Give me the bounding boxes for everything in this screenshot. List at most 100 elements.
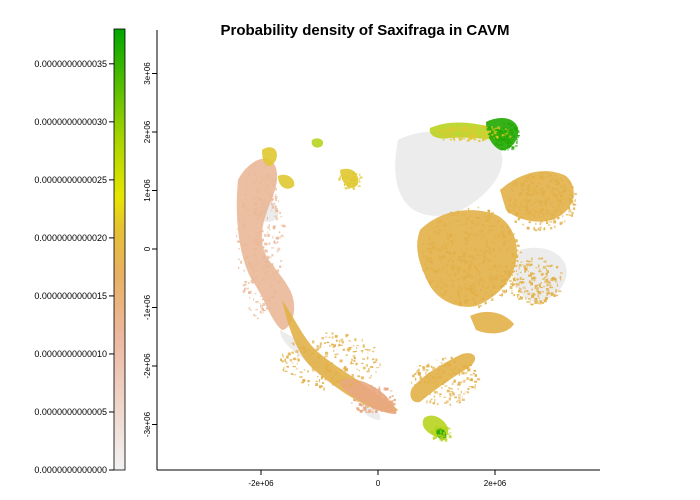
raster-cell xyxy=(354,173,358,175)
raster-cell xyxy=(237,240,240,243)
raster-cell xyxy=(463,138,466,140)
raster-cell xyxy=(502,280,506,283)
raster-cell xyxy=(351,383,353,386)
raster-cell xyxy=(358,180,361,182)
raster-cell xyxy=(469,364,473,366)
raster-cell xyxy=(539,229,542,231)
raster-cell xyxy=(313,366,316,368)
raster-cell xyxy=(246,287,248,290)
raster-cell xyxy=(434,429,437,432)
raster-cell xyxy=(540,175,544,179)
raster-cell xyxy=(262,246,264,249)
raster-cell xyxy=(533,228,537,231)
raster-cell xyxy=(471,255,474,259)
raster-cell xyxy=(541,208,544,211)
raster-cell xyxy=(571,211,574,215)
raster-cell xyxy=(331,336,334,339)
raster-cell xyxy=(538,216,541,218)
raster-cell xyxy=(361,389,363,392)
raster-cell xyxy=(472,298,476,301)
raster-cell xyxy=(262,312,265,314)
raster-cell xyxy=(488,229,491,232)
raster-cell xyxy=(261,307,264,310)
raster-cell xyxy=(546,221,549,224)
raster-cell xyxy=(526,301,530,303)
raster-cell xyxy=(352,181,356,184)
raster-cell xyxy=(267,185,269,188)
raster-cell xyxy=(560,221,563,225)
raster-cell xyxy=(265,162,267,165)
raster-cell xyxy=(531,276,535,280)
raster-cell xyxy=(508,279,512,282)
raster-cell xyxy=(474,248,477,251)
raster-cell xyxy=(268,190,270,194)
raster-cell xyxy=(367,352,369,354)
raster-cell xyxy=(480,232,482,235)
raster-cell xyxy=(461,269,464,271)
raster-cell xyxy=(551,191,553,194)
raster-cell xyxy=(430,398,433,400)
raster-cell xyxy=(571,214,573,217)
raster-cell xyxy=(287,352,291,356)
raster-cell xyxy=(441,130,445,133)
raster-cell xyxy=(564,197,568,200)
raster-cell xyxy=(491,134,494,136)
raster-cell xyxy=(507,122,511,125)
y-tick-label: 1e+06 xyxy=(143,179,152,202)
raster-cell xyxy=(325,367,328,371)
raster-cell xyxy=(266,173,270,177)
raster-cell xyxy=(574,199,576,202)
legend: 0.00000000000000.00000000000050.00000000… xyxy=(34,28,126,475)
raster-cell xyxy=(482,284,485,288)
raster-cell xyxy=(469,288,473,291)
raster-cell xyxy=(282,368,284,372)
raster-cell xyxy=(362,398,365,402)
raster-cell xyxy=(558,200,561,203)
raster-cell xyxy=(238,266,240,269)
raster-cell xyxy=(438,377,440,380)
raster-cell xyxy=(475,278,477,282)
raster-cell xyxy=(316,345,319,348)
raster-cell xyxy=(474,380,478,383)
raster-cell xyxy=(255,309,258,311)
raster-cell xyxy=(524,270,526,273)
raster-cell xyxy=(457,278,460,281)
raster-cell xyxy=(464,300,468,304)
raster-cell xyxy=(493,234,496,236)
raster-cell xyxy=(340,344,343,346)
raster-cell xyxy=(418,372,421,375)
raster-cell xyxy=(458,370,460,374)
raster-cell xyxy=(453,272,456,276)
raster-cell xyxy=(456,268,460,272)
raster-cell xyxy=(514,220,517,223)
raster-cell xyxy=(259,213,262,217)
raster-cell xyxy=(550,286,554,289)
raster-cell xyxy=(438,255,442,259)
raster-cell xyxy=(538,188,541,191)
raster-cell xyxy=(480,298,482,300)
raster-cell xyxy=(380,399,383,402)
raster-cell xyxy=(520,291,523,294)
raster-cell xyxy=(257,243,259,246)
raster-cell xyxy=(343,379,345,382)
raster-cell xyxy=(276,250,279,253)
raster-cell xyxy=(485,291,487,294)
raster-cell xyxy=(244,287,246,291)
raster-cell xyxy=(457,399,459,402)
raster-cell xyxy=(507,271,511,273)
raster-cell xyxy=(513,208,515,210)
raster-cell xyxy=(439,393,442,395)
raster-cell xyxy=(441,256,444,260)
y-tick-label: -3e+06 xyxy=(143,411,152,437)
raster-cell xyxy=(240,260,242,264)
raster-cell xyxy=(516,182,518,184)
raster-cell xyxy=(422,256,425,259)
raster-cell xyxy=(429,281,432,285)
raster-cell xyxy=(261,267,264,271)
raster-cell xyxy=(452,129,455,132)
raster-cell xyxy=(378,406,382,408)
raster-cell xyxy=(446,237,450,240)
raster-cell xyxy=(389,390,393,392)
raster-cell xyxy=(445,133,447,136)
raster-cell xyxy=(321,336,324,340)
